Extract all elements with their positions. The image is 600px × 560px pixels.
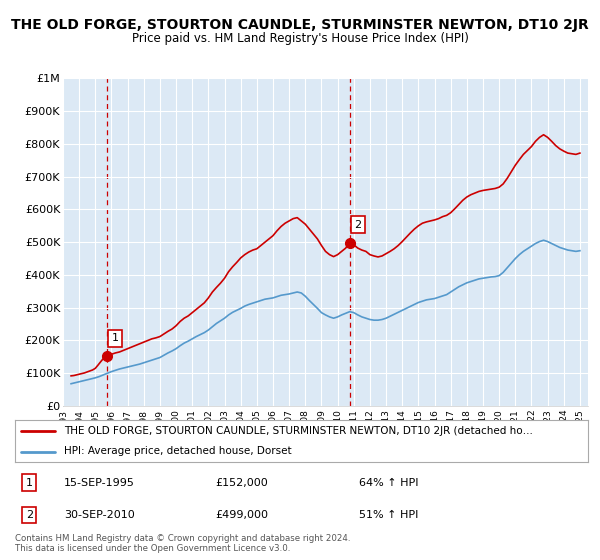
Text: £152,000: £152,000 xyxy=(215,478,268,488)
Text: HPI: Average price, detached house, Dorset: HPI: Average price, detached house, Dors… xyxy=(64,446,292,456)
Text: THE OLD FORGE, STOURTON CAUNDLE, STURMINSTER NEWTON, DT10 2JR (detached ho…: THE OLD FORGE, STOURTON CAUNDLE, STURMIN… xyxy=(64,426,533,436)
Text: £499,000: £499,000 xyxy=(215,510,269,520)
Text: 2: 2 xyxy=(26,510,33,520)
Text: 2: 2 xyxy=(354,220,361,230)
Text: 1: 1 xyxy=(112,333,118,343)
Text: Price paid vs. HM Land Registry's House Price Index (HPI): Price paid vs. HM Land Registry's House … xyxy=(131,32,469,45)
Text: 1: 1 xyxy=(26,478,33,488)
Text: 15-SEP-1995: 15-SEP-1995 xyxy=(64,478,134,488)
Text: 51% ↑ HPI: 51% ↑ HPI xyxy=(359,510,418,520)
Text: THE OLD FORGE, STOURTON CAUNDLE, STURMINSTER NEWTON, DT10 2JR: THE OLD FORGE, STOURTON CAUNDLE, STURMIN… xyxy=(11,18,589,32)
Text: Contains HM Land Registry data © Crown copyright and database right 2024.
This d: Contains HM Land Registry data © Crown c… xyxy=(15,534,350,553)
Text: 30-SEP-2010: 30-SEP-2010 xyxy=(64,510,134,520)
Text: 64% ↑ HPI: 64% ↑ HPI xyxy=(359,478,418,488)
